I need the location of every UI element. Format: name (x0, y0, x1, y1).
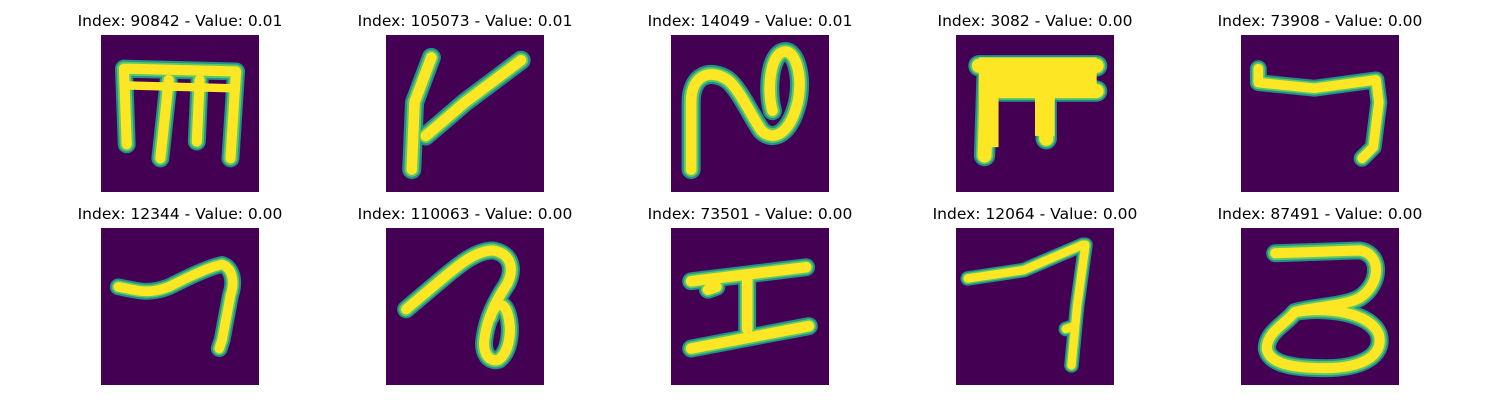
panel-title: Index: 12064 - Value: 0.00 (910, 202, 1160, 226)
panel-title: Index: 105073 - Value: 0.01 (340, 9, 590, 33)
glyph-image (101, 35, 259, 192)
panel-title: Index: 87491 - Value: 0.00 (1195, 202, 1445, 226)
glyph-image (671, 35, 829, 192)
glyph-n-loop (671, 35, 829, 192)
glyph-hook (1241, 35, 1399, 192)
panel-title: Index: 12344 - Value: 0.00 (55, 202, 305, 226)
glyph-k (386, 35, 544, 192)
panel-title: Index: 110063 - Value: 0.00 (340, 202, 590, 226)
panel-title: Index: 73908 - Value: 0.00 (1195, 9, 1445, 33)
glyph-image (386, 228, 544, 385)
panel: Index: 12064 - Value: 0.00 (910, 202, 1160, 384)
panel: Index: 110063 - Value: 0.00 (340, 202, 590, 384)
glyph-image (671, 228, 829, 385)
panel: Index: 87491 - Value: 0.00 (1195, 202, 1445, 384)
glyph-m (101, 35, 259, 192)
panel: Index: 73908 - Value: 0.00 (1195, 9, 1445, 191)
panel: Index: 3082 - Value: 0.00 (910, 9, 1160, 191)
panel: Index: 14049 - Value: 0.01 (625, 9, 875, 191)
panel: Index: 73501 - Value: 0.00 (625, 202, 875, 384)
panel: Index: 90842 - Value: 0.01 (55, 9, 305, 191)
glyph-image (101, 228, 259, 385)
glyph-image (956, 228, 1114, 385)
glyph-seven (956, 228, 1114, 385)
glyph-image (956, 35, 1114, 192)
glyph-image (386, 35, 544, 192)
panel-title: Index: 90842 - Value: 0.01 (55, 9, 305, 33)
glyph-image (1241, 228, 1399, 385)
glyph-image (1241, 35, 1399, 192)
panel-title: Index: 14049 - Value: 0.01 (625, 9, 875, 33)
glyph-three (1241, 228, 1399, 385)
panel: Index: 12344 - Value: 0.00 (55, 202, 305, 384)
glyph-i-beam (671, 228, 829, 385)
glyph-loop-tail (386, 228, 544, 385)
panel-title: Index: 73501 - Value: 0.00 (625, 202, 875, 226)
panel: Index: 105073 - Value: 0.01 (340, 9, 590, 191)
panel-title: Index: 3082 - Value: 0.00 (910, 9, 1160, 33)
glyph-seven-wave (101, 228, 259, 385)
glyph-pi (956, 35, 1114, 192)
